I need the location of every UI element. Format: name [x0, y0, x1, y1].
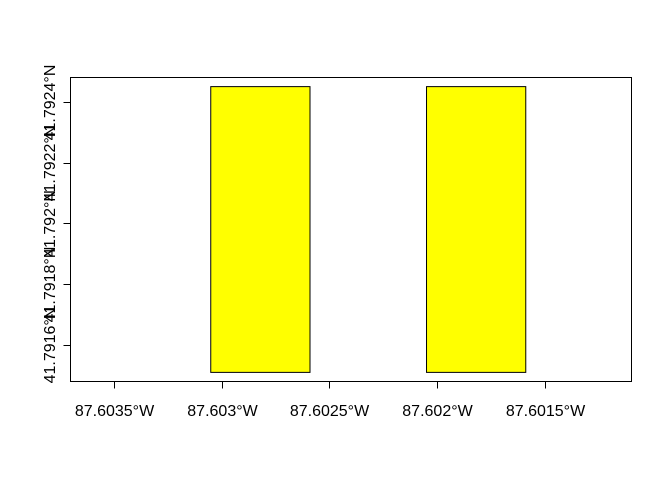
- y-tick-label-1: 41.7916°N: [42, 308, 59, 384]
- y-axis: 41.7916°N41.7918°N41.792°N41.7922°N41.79…: [42, 65, 71, 384]
- y-tick-label-3: 41.792°N: [42, 190, 59, 257]
- x-tick-label-2: 87.603°W: [187, 403, 258, 420]
- x-tick-label-3: 87.6025°W: [290, 403, 370, 420]
- y-tick-label-4: 41.7922°N: [42, 126, 59, 202]
- x-axis: 87.6035°W 87.603°W 87.6025°W 87.602°W 87.601…: [75, 381, 586, 420]
- x-tick-label-4: 87.602°W: [402, 403, 473, 420]
- polygons-layer: [210, 86, 527, 373]
- plot-frame: [70, 77, 632, 382]
- polygon-1: [210, 86, 311, 373]
- y-tick-label-5: 41.7924°N: [42, 65, 59, 141]
- polygon-2: [426, 86, 527, 373]
- y-tick-label-2: 41.7918°N: [42, 247, 59, 323]
- x-tick-label-5: 87.6015°W: [506, 403, 586, 420]
- x-tick-label-1: 87.6035°W: [75, 403, 155, 420]
